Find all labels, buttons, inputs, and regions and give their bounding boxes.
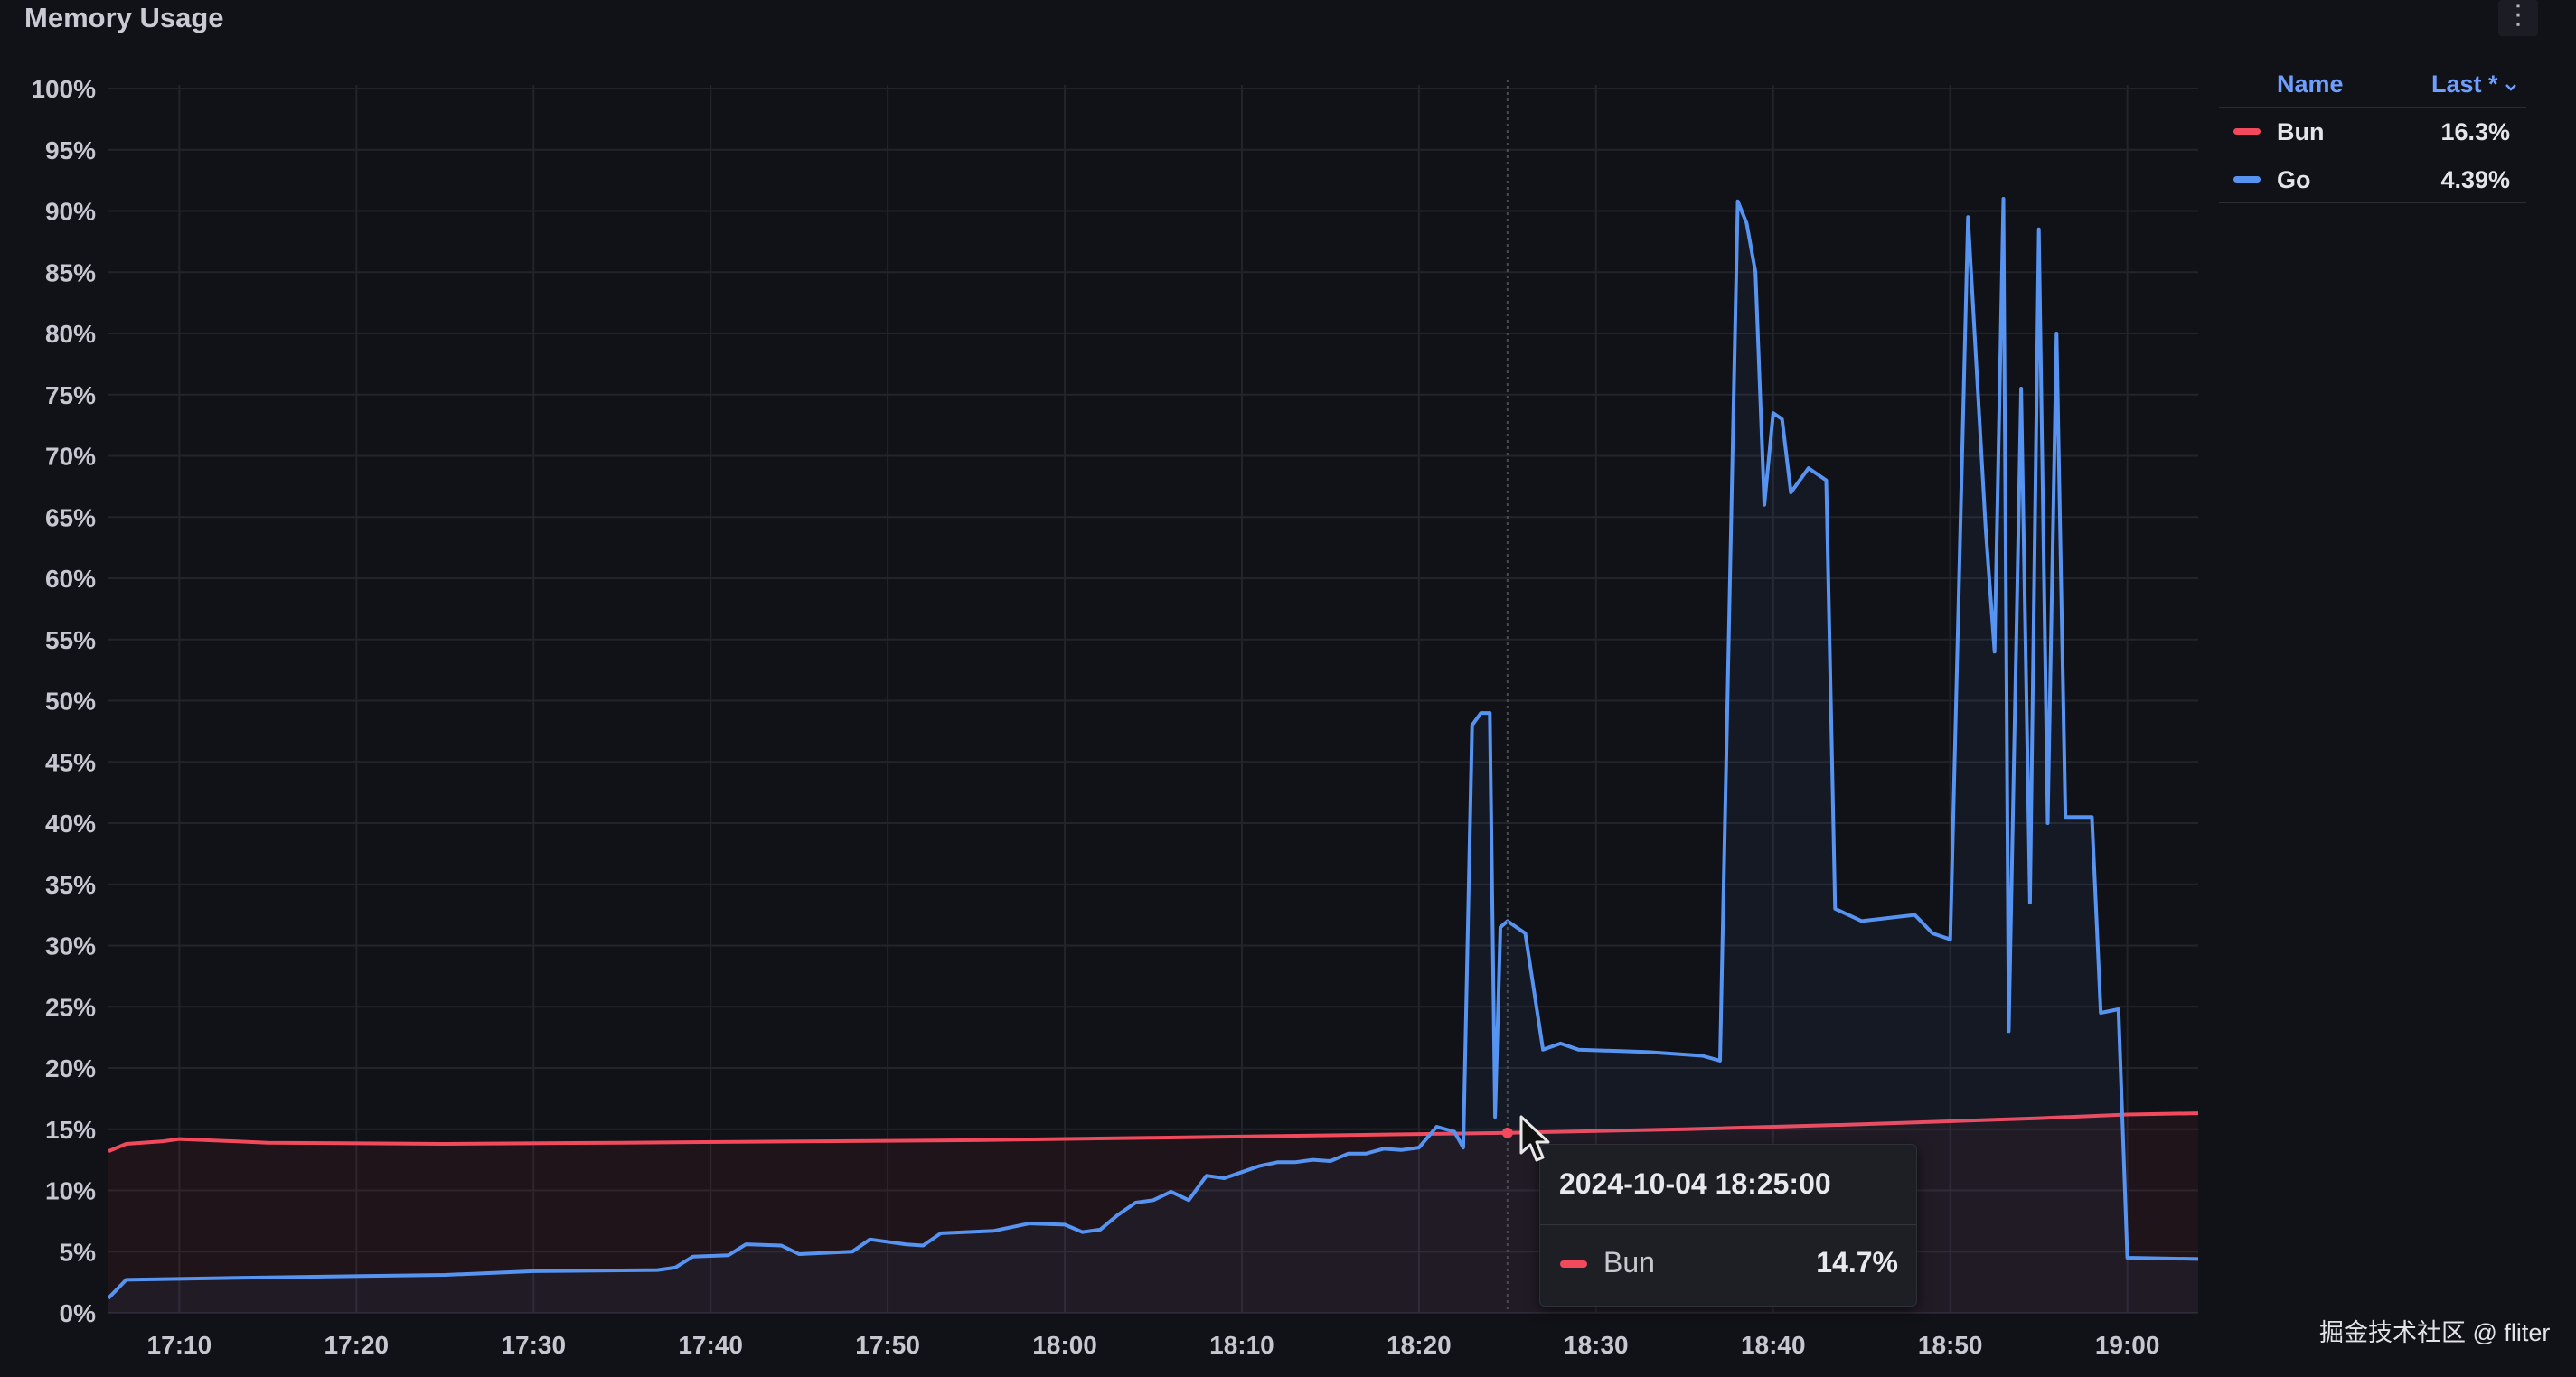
x-tick-label: 18:50 xyxy=(1918,1331,1983,1359)
y-tick-label: 75% xyxy=(45,381,96,409)
y-tick-label: 40% xyxy=(45,810,96,838)
y-tick-label: 70% xyxy=(45,443,96,471)
y-tick-label: 45% xyxy=(45,748,96,776)
hover-point-marker xyxy=(1501,1127,1513,1138)
tooltip-series-swatch xyxy=(1560,1260,1587,1268)
legend-series-last-value: 16.3% xyxy=(2440,118,2510,145)
y-tick-label: 55% xyxy=(45,626,96,654)
y-tick-label: 100% xyxy=(31,75,96,103)
x-tick-label: 17:20 xyxy=(324,1331,389,1359)
series-area-go xyxy=(108,199,2198,1313)
legend-header: Name Last * xyxy=(2219,65,2526,108)
x-tick-label: 18:00 xyxy=(1032,1331,1097,1359)
tooltip-series-name: Bun xyxy=(1603,1246,1655,1279)
legend-series-last-value: 4.39% xyxy=(2440,166,2510,193)
legend-item-go[interactable]: Go 4.39% xyxy=(2219,155,2526,203)
legend-series-name: Bun xyxy=(2277,118,2325,145)
legend-table: Name Last * Bun 16.3% Go 4.39% xyxy=(2219,65,2526,203)
y-tick-label: 15% xyxy=(45,1116,96,1144)
x-tick-label: 19:00 xyxy=(2095,1331,2160,1359)
legend-name-column-header[interactable]: Name xyxy=(2277,70,2344,98)
legend-series-name: Go xyxy=(2277,166,2311,193)
y-tick-label: 30% xyxy=(45,932,96,960)
y-tick-label: 25% xyxy=(45,993,96,1021)
y-tick-label: 50% xyxy=(45,688,96,716)
y-tick-label: 0% xyxy=(60,1299,97,1327)
x-tick-label: 17:40 xyxy=(678,1331,743,1359)
x-tick-label: 17:50 xyxy=(855,1331,920,1359)
panel-title: Memory Usage xyxy=(24,2,224,33)
y-tick-label: 5% xyxy=(60,1238,97,1266)
series-color-swatch xyxy=(2233,176,2261,183)
y-tick-label: 20% xyxy=(45,1054,96,1082)
x-tick-label: 18:40 xyxy=(1741,1331,1806,1359)
legend-last-column-header[interactable]: Last * xyxy=(2431,70,2517,98)
panel-header: Memory Usage ⋮ xyxy=(0,0,2576,40)
tooltip-timestamp: 2024-10-04 18:25:00 xyxy=(1559,1167,1831,1200)
legend-item-bun[interactable]: Bun 16.3% xyxy=(2219,108,2526,155)
x-tick-label: 18:20 xyxy=(1387,1331,1452,1359)
y-tick-label: 95% xyxy=(45,136,96,164)
y-tick-label: 65% xyxy=(45,503,96,531)
mouse-cursor-icon xyxy=(1519,1115,1550,1162)
y-tick-label: 85% xyxy=(45,258,96,286)
y-tick-label: 10% xyxy=(45,1177,96,1205)
x-tick-label: 18:10 xyxy=(1209,1331,1274,1359)
panel-menu-button[interactable]: ⋮ xyxy=(2498,0,2538,36)
legend-last-header-label: Last * xyxy=(2430,70,2498,98)
series-line-bun xyxy=(108,1111,2199,1153)
vertical-ellipsis-icon: ⋮ xyxy=(2505,0,2532,30)
y-tick-label: 35% xyxy=(45,871,96,899)
x-tick-label: 18:30 xyxy=(1564,1331,1629,1359)
hover-tooltip: 2024-10-04 18:25:00 Bun 14.7% xyxy=(1539,1144,1917,1307)
watermark-text: 掘金技术社区 @ fliter xyxy=(2319,1319,2551,1346)
chevron-down-icon xyxy=(2505,84,2516,91)
series-line-go xyxy=(107,197,2199,1300)
tooltip-divider xyxy=(1540,1224,1916,1225)
y-tick-label: 90% xyxy=(45,198,96,226)
y-tick-label: 80% xyxy=(45,320,96,348)
tooltip-series-value: 14.7% xyxy=(1816,1246,1898,1279)
series-color-swatch xyxy=(2233,128,2261,135)
y-tick-label: 60% xyxy=(45,565,96,593)
x-tick-label: 17:10 xyxy=(147,1331,212,1359)
x-tick-label: 17:30 xyxy=(501,1331,566,1359)
